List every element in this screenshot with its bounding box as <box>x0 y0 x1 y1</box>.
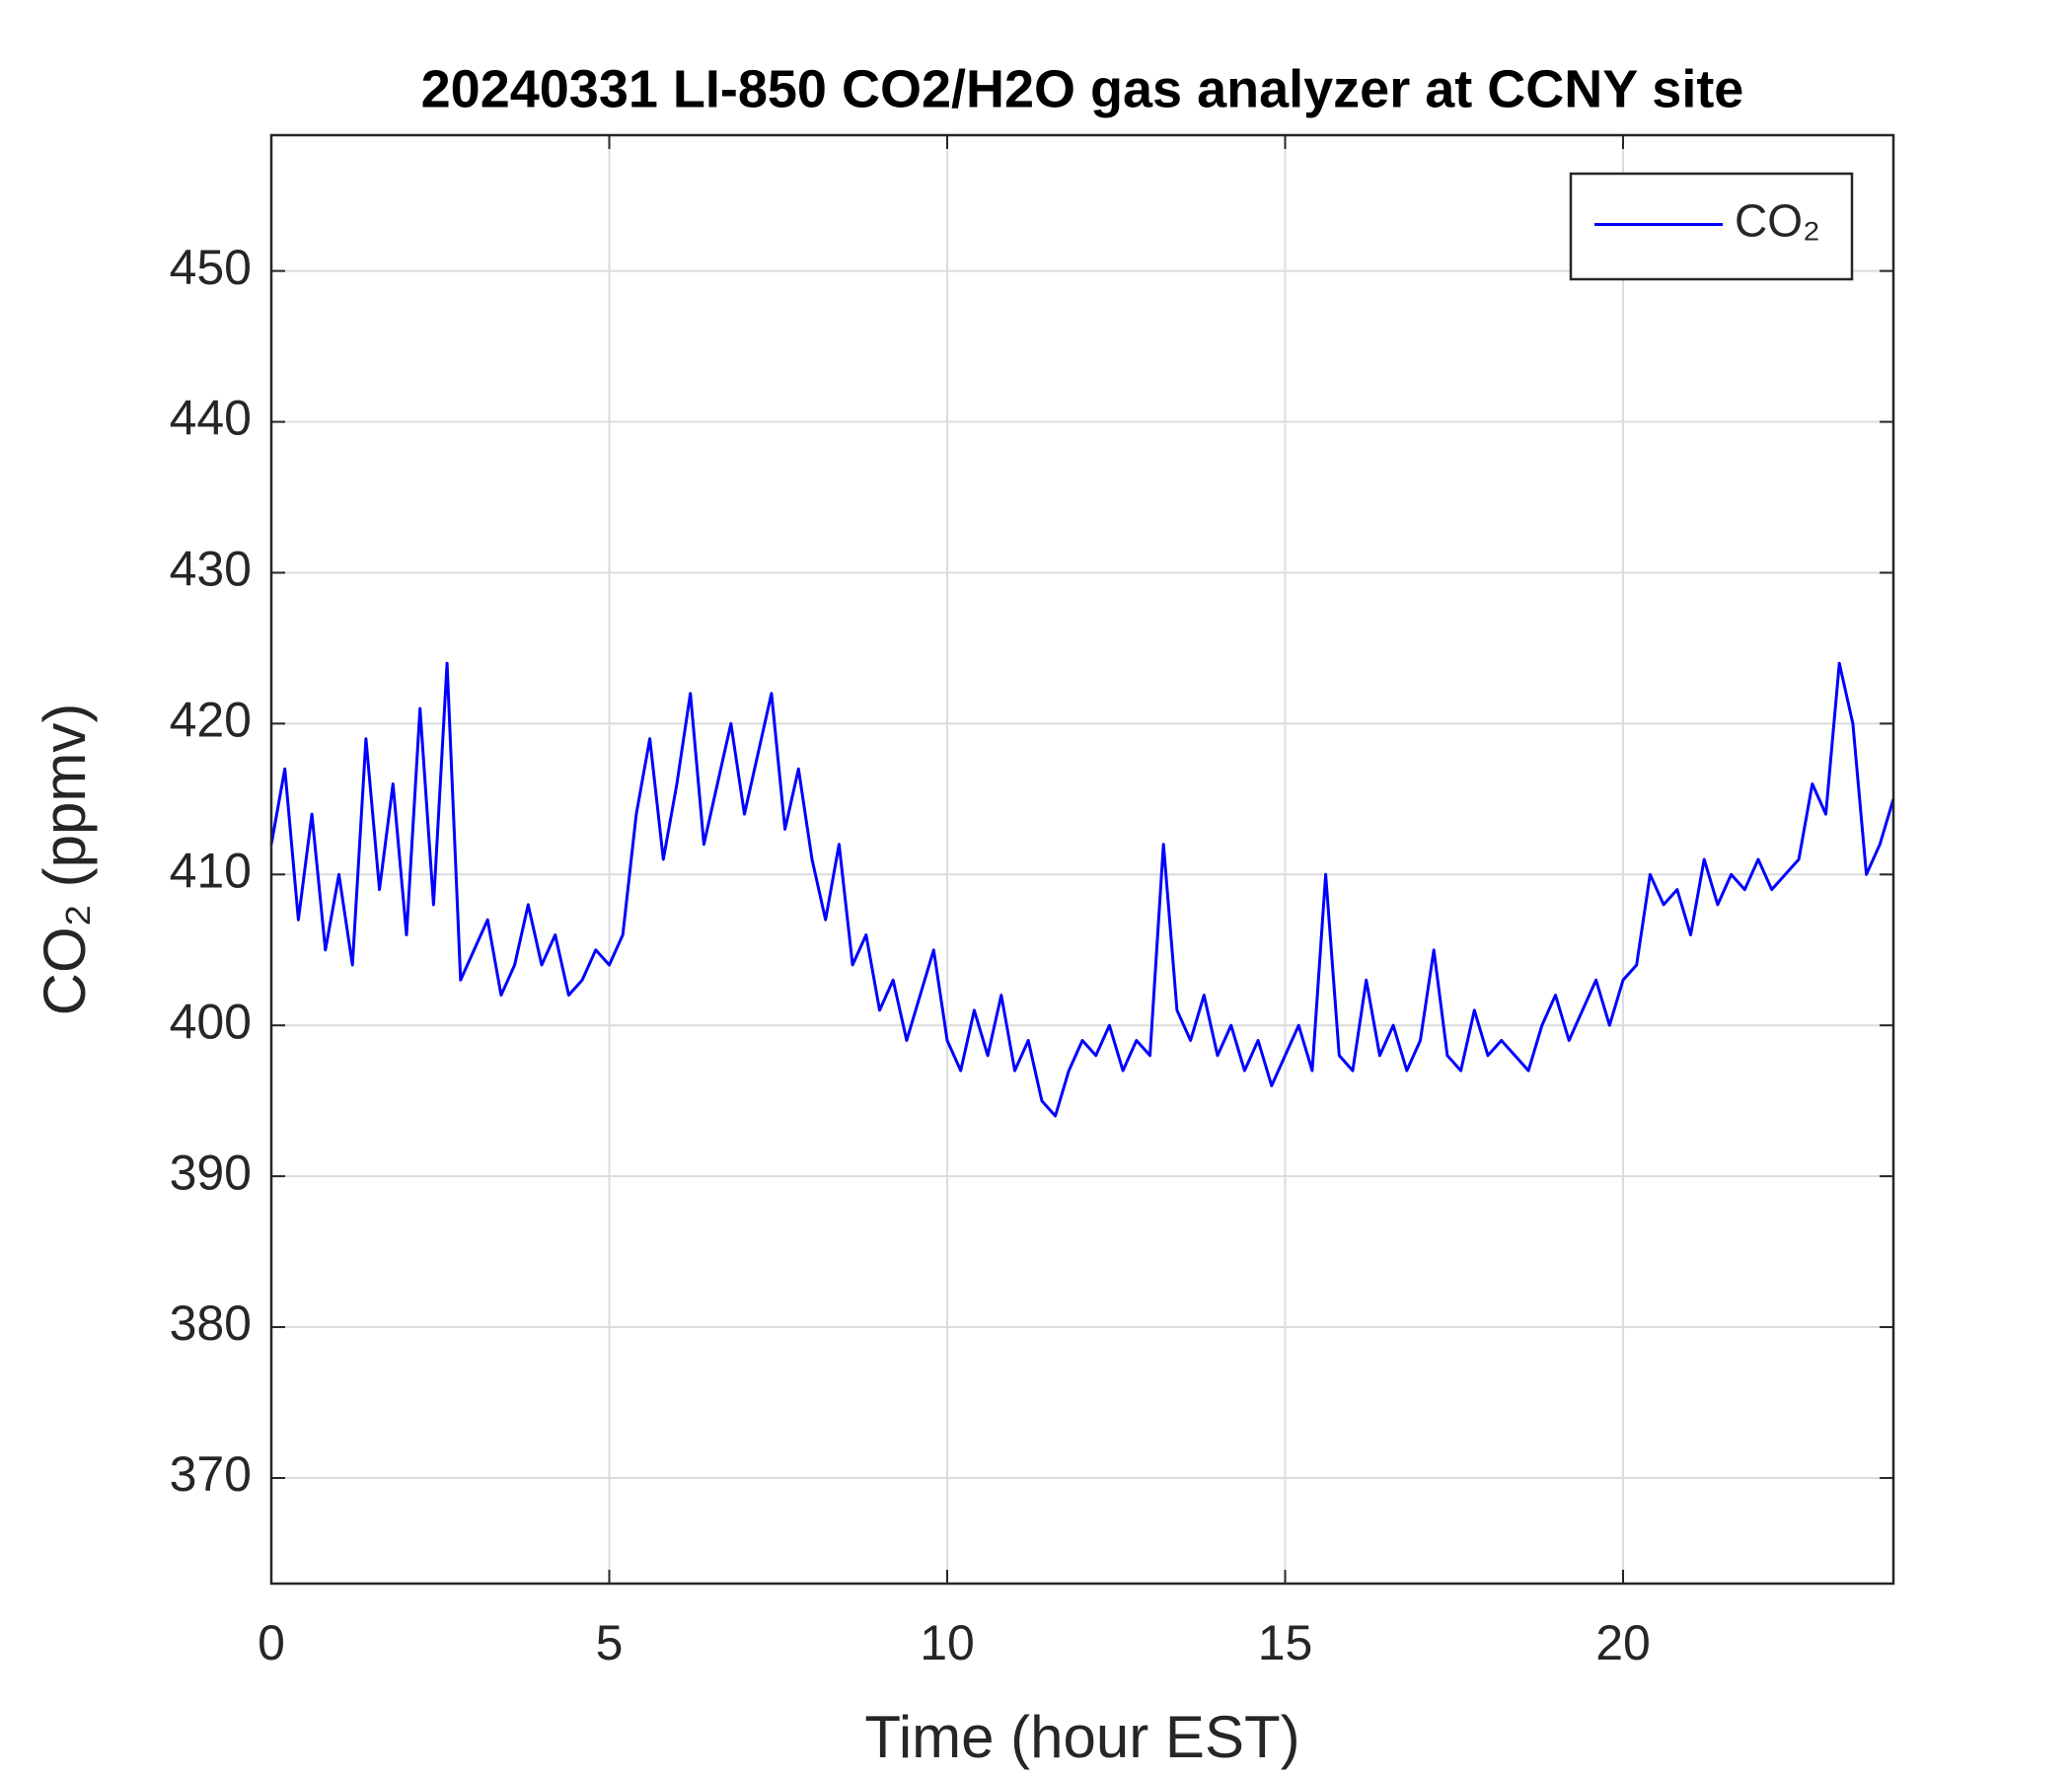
x-axis-label: Time (hour EST) <box>864 1704 1299 1770</box>
axes-frame <box>269 133 1895 1586</box>
data-line <box>269 661 1895 1118</box>
x-tick-label: 10 <box>920 1615 975 1670</box>
y-tick-label: 420 <box>170 693 252 748</box>
y-tick-label: 430 <box>170 542 252 597</box>
x-tick-label: 5 <box>596 1615 624 1670</box>
x-tick-label: 15 <box>1258 1615 1313 1670</box>
y-tick-label: 370 <box>170 1446 252 1502</box>
y-tick-label: 380 <box>170 1295 252 1351</box>
y-tick-label: 390 <box>170 1145 252 1200</box>
x-tick-label: 0 <box>258 1615 285 1670</box>
y-tick-label: 440 <box>170 391 252 446</box>
y-tick-label: 400 <box>170 994 252 1049</box>
y-axis-label: CO₂ (ppmv) <box>32 703 98 1016</box>
y-tick-label: 410 <box>170 843 252 898</box>
x-tick-label: 20 <box>1595 1615 1651 1670</box>
y-tick-label: 450 <box>170 240 252 295</box>
legend-box <box>1569 172 1854 281</box>
chart-title: 20240331 LI-850 CO2/H2O gas analyzer at … <box>421 59 1744 118</box>
legend-label: CO₂ <box>1735 195 1820 247</box>
